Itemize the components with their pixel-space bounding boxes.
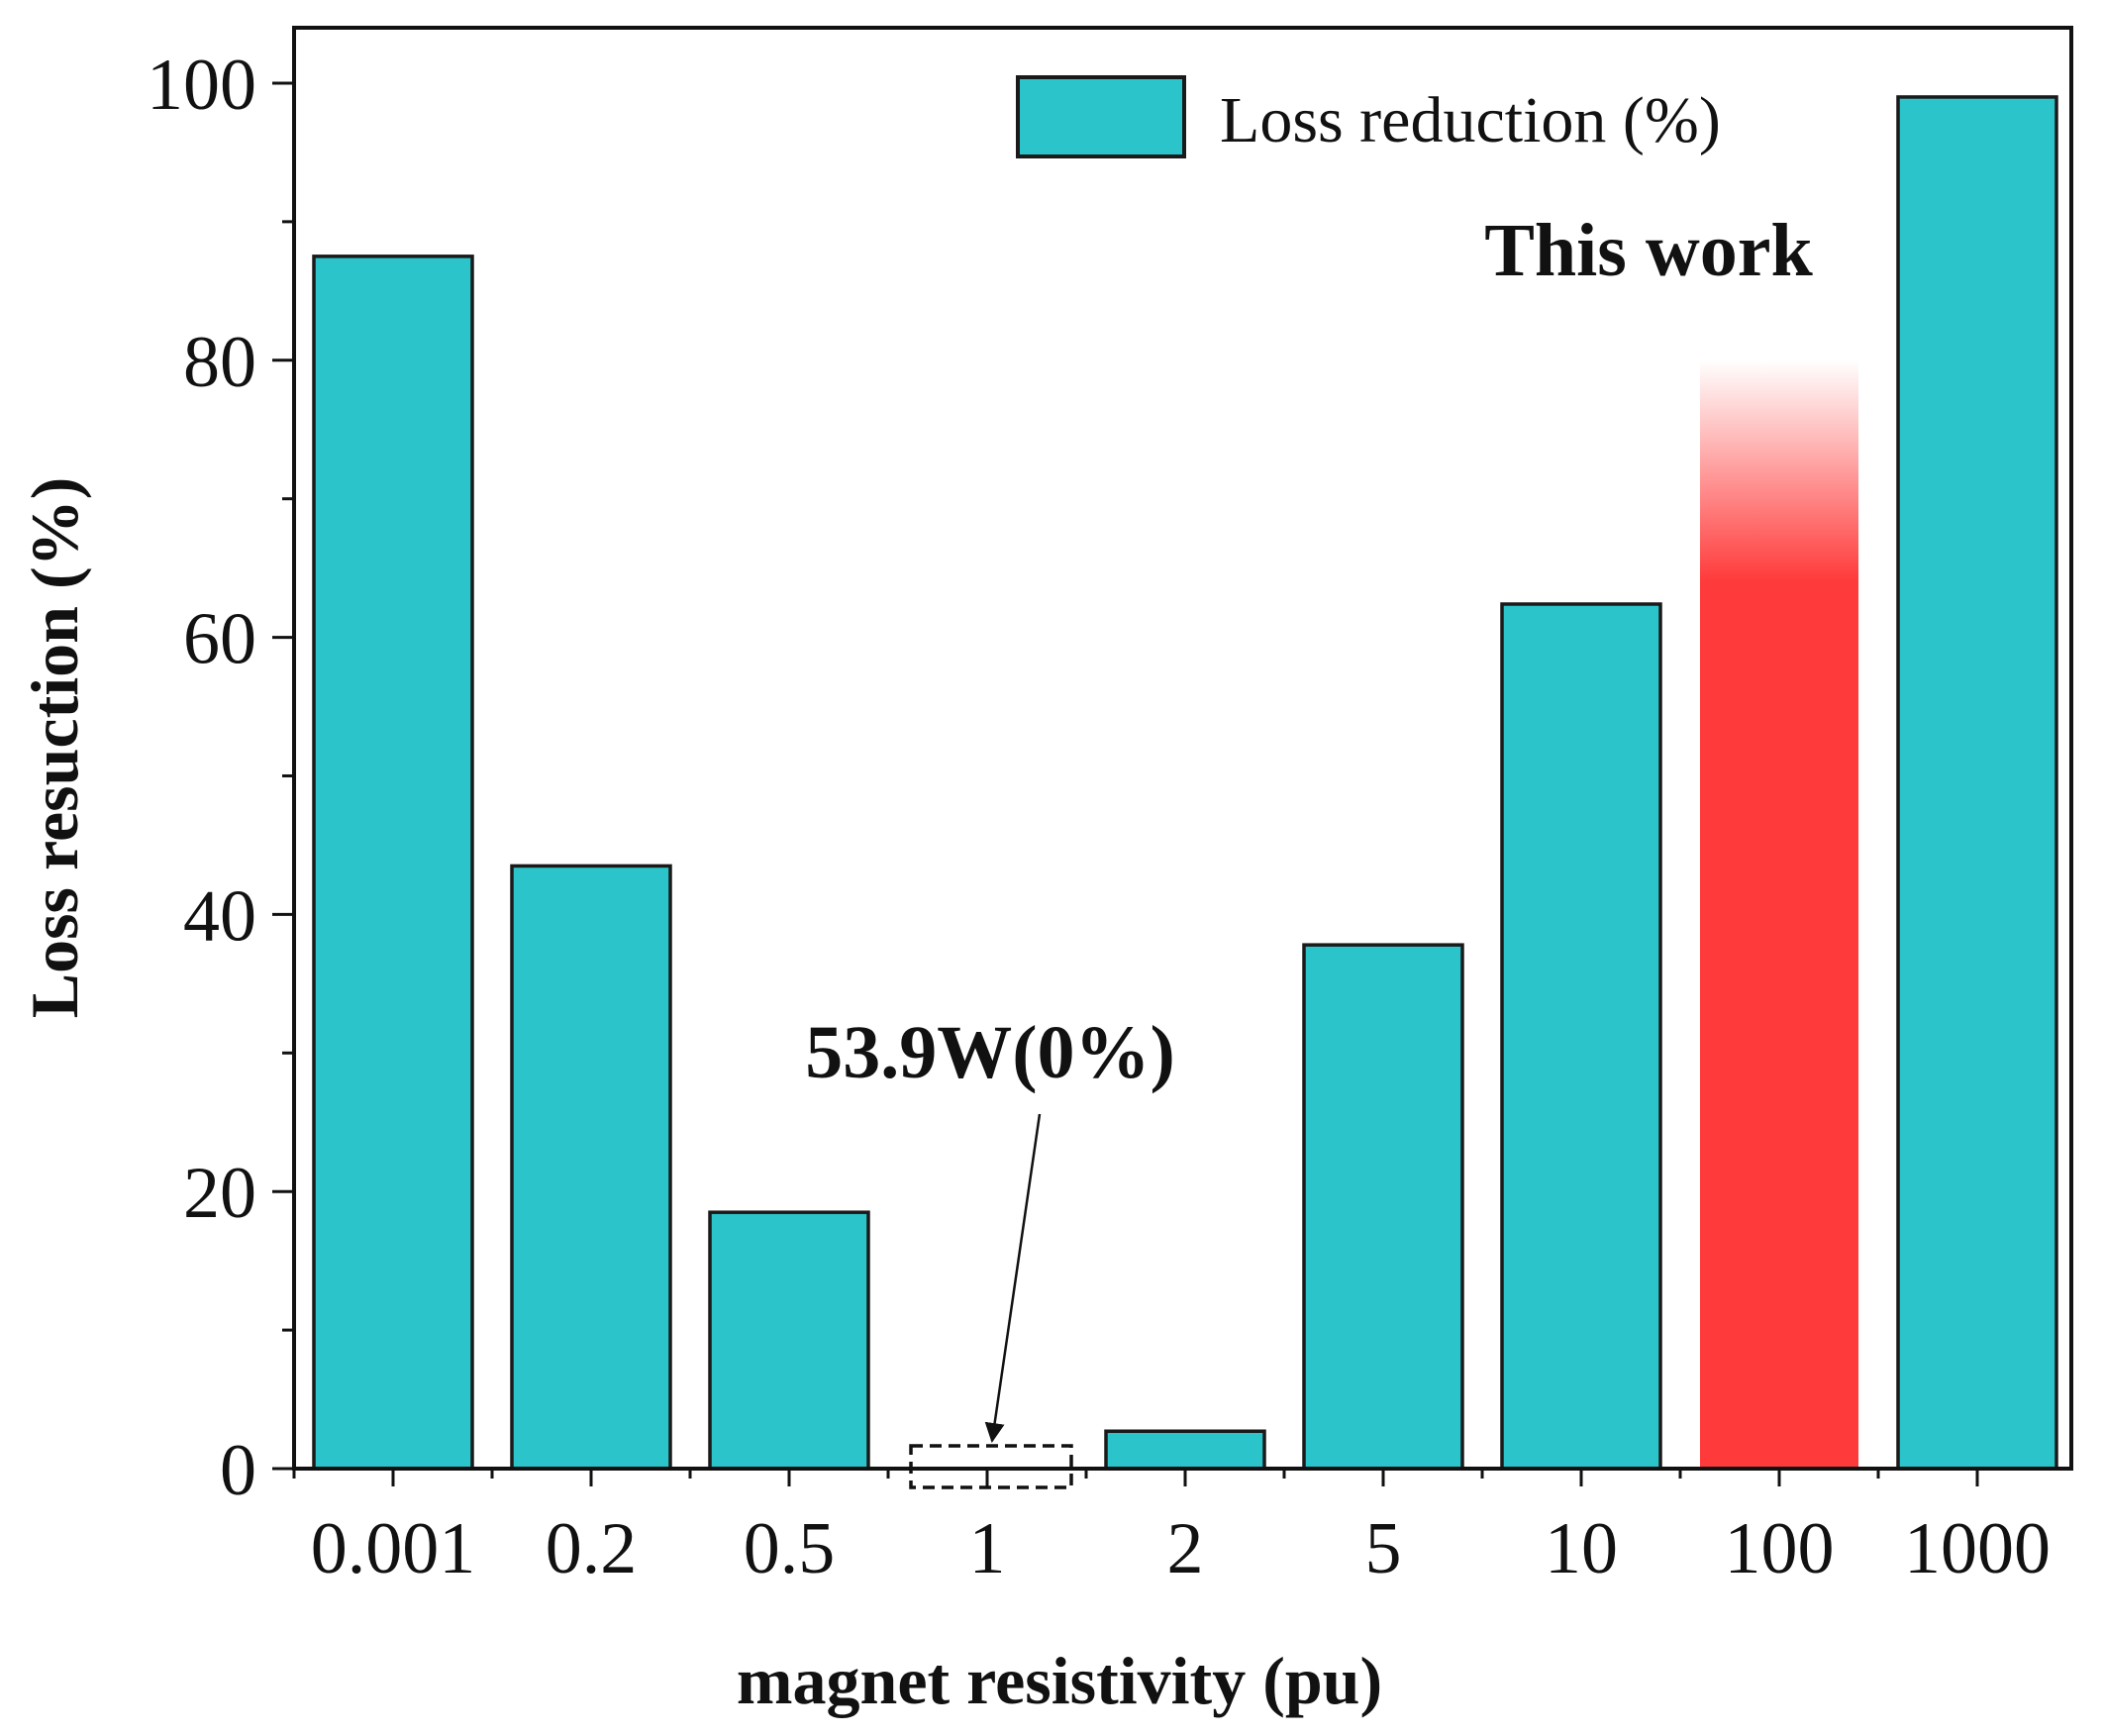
bar-10	[1500, 602, 1662, 1471]
y-axis-title: Loss resuction (%)	[17, 477, 92, 1019]
x-tick-label: 1	[969, 1508, 1006, 1589]
x-tick-label: 5	[1365, 1508, 1402, 1589]
this-work-annotation: This work	[1484, 209, 1813, 292]
x-tick-label: 0.5	[744, 1508, 836, 1589]
bar-100	[1700, 359, 1858, 1469]
x-tick-label: 0.001	[311, 1508, 476, 1589]
y-tick-label: 100	[147, 45, 256, 126]
x-axis-title: magnet resistivity (pu)	[737, 1643, 1382, 1718]
bar-2	[1104, 1429, 1266, 1471]
y-tick-label: 40	[183, 875, 256, 957]
legend-label: Loss reduction (%)	[1220, 84, 1721, 156]
plot-frame	[292, 26, 2073, 1471]
baseline-annotation: 53.9W(0%)	[805, 1011, 1175, 1094]
bar-0.2	[510, 864, 672, 1471]
bars-layer	[312, 95, 2058, 1471]
y-tick-label: 20	[183, 1153, 256, 1234]
ticks-layer: 0.001 0.2 0.5 1 2 5 10 100 1000 0 20 40 60 80 100	[147, 45, 2051, 1589]
bar-1000	[1896, 95, 2058, 1471]
annotation-arrow	[984, 1113, 1042, 1443]
x-tick-label: 100	[1725, 1508, 1835, 1589]
y-tick-label: 0	[220, 1430, 256, 1511]
baseline-dashed-box	[909, 1444, 1073, 1489]
x-tick-label: 2	[1167, 1508, 1204, 1589]
x-tick-label: 10	[1545, 1508, 1618, 1589]
bar-0.001	[312, 255, 474, 1471]
y-tick-label: 80	[183, 322, 256, 403]
bar-5	[1302, 943, 1464, 1471]
y-tick-label: 60	[183, 599, 256, 680]
bar-0.5	[708, 1210, 870, 1471]
x-tick-label: 0.2	[546, 1508, 638, 1589]
legend: Loss reduction (%)	[1016, 75, 1721, 158]
legend-swatch	[1016, 75, 1186, 158]
x-tick-label: 1000	[1904, 1508, 2051, 1589]
